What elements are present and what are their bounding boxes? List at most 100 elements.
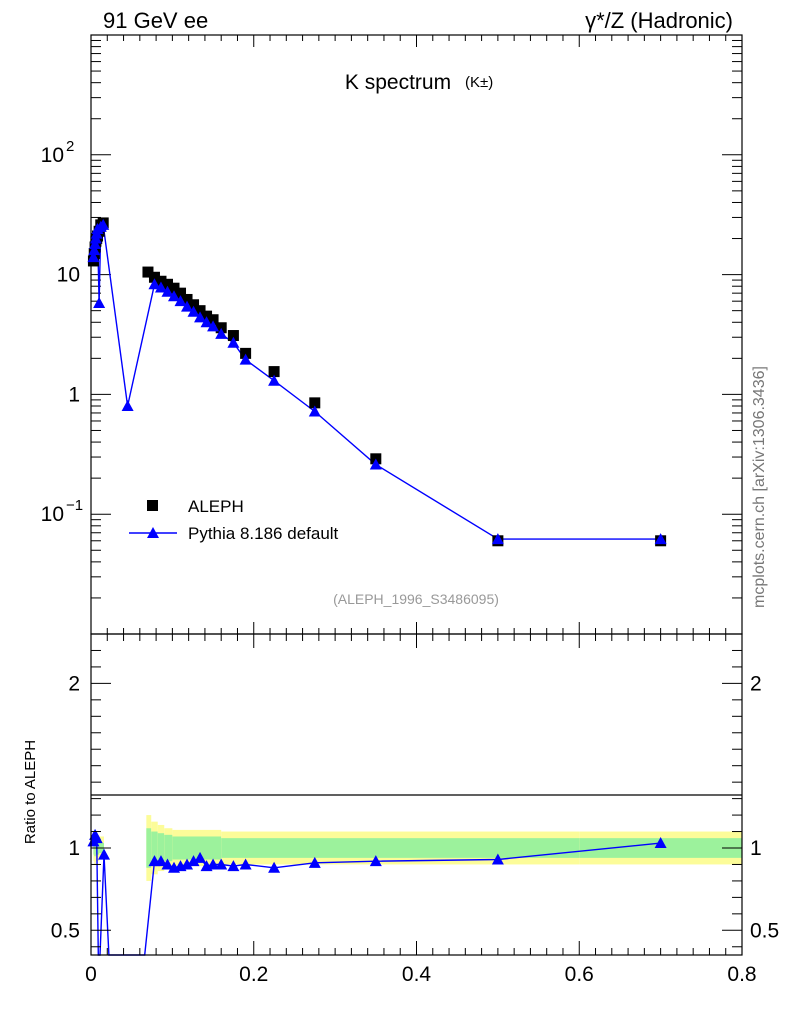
ratio-band-inner: [151, 831, 158, 865]
ratio-y-axis-label: Ratio to ALEPH: [22, 740, 39, 844]
plot-title-subscript: (K±): [465, 74, 493, 91]
ratio-band-inner: [146, 828, 152, 868]
pythia-data-point: [308, 405, 321, 417]
ratio-y-tick-label-right: 0.5: [750, 919, 779, 942]
x-tick-label: 0.4: [402, 963, 432, 986]
ratio-uncertainty-bands: [93, 815, 742, 881]
aleph-data-point: [268, 366, 280, 378]
legend-marker-pythia: [147, 527, 159, 538]
aleph-data-point: [194, 305, 206, 317]
main-data-markers: [87, 217, 667, 547]
pythia-data-point: [200, 316, 213, 328]
pythia-data-point: [168, 290, 181, 302]
ratio-data-point: [181, 858, 194, 870]
ratio-panel: 0.5 0.5 1 1 2 2 0 0.2 0.4 0.6 0.8 Ratio to ALEPH: [22, 633, 779, 986]
pythia-data-point: [148, 278, 161, 290]
main-y-tick-label: 10: [41, 503, 64, 526]
ratio-band-inner: [157, 833, 165, 863]
ratio-tick-marks: [90, 634, 743, 955]
x-tick-label: 0: [85, 963, 97, 986]
ratio-band-inner: [221, 838, 580, 858]
aleph-data-point: [240, 347, 252, 359]
main-y-tick-exponent: −1: [66, 497, 83, 514]
legend-marker-aleph: [147, 500, 158, 511]
x-tick-labels: 0 0.2 0.4 0.6 0.8: [85, 963, 756, 986]
main-y-tick-label: 10: [57, 264, 80, 287]
plot-title: K spectrum: [345, 71, 451, 94]
aleph-data-point: [227, 330, 239, 342]
pythia-data-point: [215, 327, 228, 339]
ratio-y-tick-label-left: 0.5: [51, 919, 80, 942]
legend-label-aleph: ALEPH: [188, 497, 244, 516]
ratio-data-point: [308, 856, 321, 868]
ratio-data-point: [207, 858, 220, 870]
ratio-data-point: [90, 832, 103, 844]
ratio-y-tick-label-right: 1: [750, 837, 762, 860]
aleph-data-point: [161, 278, 173, 290]
pythia-data-point: [239, 353, 252, 365]
aleph-data-point: [215, 322, 227, 334]
pythia-data-point: [207, 320, 220, 332]
pythia-data-point: [654, 533, 667, 545]
ratio-data-point: [161, 858, 174, 870]
ratio-data-point: [187, 855, 200, 867]
aleph-data-point: [201, 310, 213, 322]
legend-label-pythia: Pythia 8.186 default: [188, 524, 339, 543]
legend: ALEPH Pythia 8.186 default: [129, 497, 339, 543]
pythia-data-point: [194, 311, 207, 323]
main-y-tick-label: 1: [68, 383, 80, 406]
pythia-data-point: [181, 300, 194, 312]
ratio-data-point: [239, 858, 252, 870]
ratio-data-point: [154, 855, 167, 867]
ratio-y-tick-labels: 0.5 0.5 1 1 2 2: [51, 672, 779, 942]
ratio-data-point: [491, 853, 504, 865]
pythia-data-point: [187, 305, 200, 317]
ratio-data-point: [268, 861, 281, 873]
pythia-data-point: [268, 374, 281, 386]
aleph-data-point: [181, 293, 193, 305]
reference-label: (ALEPH_1996_S3486095): [333, 591, 499, 607]
aleph-data-point: [142, 266, 154, 278]
ratio-data-point: [194, 851, 207, 863]
pythia-data-point: [88, 244, 101, 256]
main-y-tick-label: 10: [41, 144, 64, 167]
ratio-band-inner: [172, 836, 222, 860]
ratio-data-point: [654, 837, 667, 849]
pythia-data-point: [227, 336, 240, 348]
pythia-data-point: [491, 533, 504, 545]
ratio-y-tick-label-left: 2: [68, 672, 80, 695]
main-tick-marks: [90, 35, 743, 635]
aleph-data-point: [175, 287, 187, 299]
pythia-data-point: [161, 285, 174, 297]
aleph-data-point: [309, 397, 321, 409]
ratio-y-tick-label-left: 1: [68, 837, 80, 860]
ratio-data-point: [98, 848, 111, 860]
header-right-label: γ*/Z (Hadronic): [585, 8, 733, 33]
ratio-data-markers: [87, 828, 667, 873]
aleph-data-point: [168, 282, 180, 294]
x-tick-label: 0.6: [565, 963, 594, 986]
aleph-data-point: [148, 271, 160, 283]
main-y-tick-exponent: 2: [66, 138, 74, 155]
pythia-data-point: [154, 281, 167, 293]
pythia-data-point: [121, 400, 134, 412]
aleph-data-point: [155, 275, 167, 287]
pythia-data-point: [93, 296, 106, 308]
ratio-y-tick-label-right: 2: [750, 672, 762, 695]
aleph-data-point: [188, 299, 200, 311]
ratio-data-point: [227, 860, 240, 872]
pythia-data-point: [369, 458, 382, 470]
main-frame: [90, 34, 743, 635]
x-tick-label: 0.2: [239, 963, 268, 986]
pythia-data-point: [97, 218, 110, 230]
ratio-data-point: [215, 858, 228, 870]
aleph-data-point: [207, 314, 219, 326]
ratio-band-inner: [164, 834, 173, 862]
side-source-label: mcplots.cern.ch [arXiv:1306.3436]: [751, 366, 768, 608]
x-tick-label: 0.8: [727, 963, 756, 986]
pythia-data-point: [87, 251, 100, 263]
pythia-data-point: [174, 295, 187, 307]
